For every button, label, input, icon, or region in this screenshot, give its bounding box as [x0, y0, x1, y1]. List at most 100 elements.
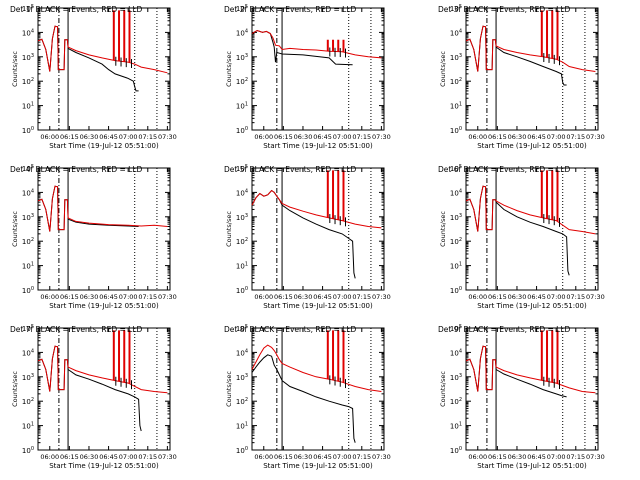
series-events-line [251, 354, 356, 443]
x-tick-label: 06:45 [313, 133, 332, 141]
y-tick-label: 104 [236, 348, 248, 357]
y-tick-label: 100 [450, 126, 462, 135]
y-tick-label: 104 [450, 28, 462, 37]
y-tick-label: 101 [236, 422, 248, 431]
x-tick-label: 07:00 [119, 453, 138, 461]
x-tick-label: 06:30 [80, 133, 99, 141]
x-tick-label: 06:00 [468, 133, 487, 141]
x-tick-label: 06:30 [294, 453, 313, 461]
plot-frame [251, 167, 385, 291]
y-tick-label: 100 [22, 126, 34, 135]
series-lld-line [251, 189, 382, 229]
y-tick-label: 103 [22, 213, 34, 222]
y-tick-label: 105 [22, 324, 34, 333]
x-axis-label: Start Time (19-Jul-12 05:51:00) [49, 142, 159, 150]
x-tick-label: 06:45 [313, 293, 332, 301]
y-axis-label: Counts/sec [439, 371, 447, 407]
x-tick-label: 06:15 [60, 133, 79, 141]
x-tick-label: 06:00 [468, 453, 487, 461]
series-lld-line [251, 344, 382, 392]
x-axis-label: Start Time (19-Jul-12 05:51:00) [49, 462, 159, 470]
plot-frame [37, 167, 171, 291]
x-tick-label: 06:45 [527, 293, 546, 301]
x-tick-label: 07:30 [372, 453, 391, 461]
x-tick-label: 07:00 [119, 133, 138, 141]
x-tick-label: 07:30 [158, 133, 177, 141]
y-axis-label: Counts/sec [225, 371, 233, 407]
x-tick-label: 07:00 [547, 453, 566, 461]
x-tick-label: 07:15 [566, 293, 585, 301]
y-tick-label: 105 [450, 164, 462, 173]
x-tick-label: 06:15 [488, 453, 507, 461]
y-tick-label: 104 [450, 348, 462, 357]
x-tick-label: 06:45 [527, 133, 546, 141]
plot-frame [465, 7, 599, 131]
y-tick-label: 102 [236, 397, 248, 406]
y-tick-label: 102 [450, 397, 462, 406]
y-axis-label: Counts/sec [11, 211, 19, 247]
x-tick-label: 06:00 [40, 293, 59, 301]
x-tick-label: 06:15 [60, 293, 79, 301]
x-tick-label: 06:00 [254, 453, 273, 461]
y-axis-label: Counts/sec [11, 371, 19, 407]
chart-title: Det 9f BLACK = Events, RED = LLD [438, 325, 571, 334]
series-lld-line [465, 185, 596, 235]
x-tick-label: 07:30 [586, 133, 605, 141]
chart-title: Det 2f BLACK = Events, RED = LLD [224, 5, 357, 14]
y-tick-label: 102 [22, 397, 34, 406]
y-tick-label: 100 [236, 126, 248, 135]
series-lld-line [37, 25, 168, 74]
x-tick-label: 07:00 [119, 293, 138, 301]
y-axis-label: Counts/sec [439, 51, 447, 87]
plot-frame [251, 7, 385, 131]
series-events-line [465, 185, 570, 276]
series-lld-line [37, 185, 168, 232]
y-tick-label: 101 [450, 422, 462, 431]
x-axis-label: Start Time (19-Jul-12 05:51:00) [263, 142, 373, 150]
x-tick-label: 06:45 [527, 453, 546, 461]
chart-title: Det 5f BLACK = Events, RED = LLD [224, 165, 357, 174]
x-tick-label: 06:30 [508, 133, 527, 141]
x-tick-label: 06:00 [254, 293, 273, 301]
plot-frame [251, 327, 385, 451]
x-tick-label: 07:30 [372, 293, 391, 301]
y-tick-label: 102 [450, 237, 462, 246]
y-axis-label: Counts/sec [225, 51, 233, 87]
x-tick-label: 06:30 [294, 133, 313, 141]
x-axis-label: Start Time (19-Jul-12 05:51:00) [477, 302, 587, 310]
y-tick-label: 103 [22, 373, 34, 382]
y-tick-label: 101 [22, 102, 34, 111]
series-events-line [37, 345, 142, 432]
x-tick-label: 06:30 [80, 293, 99, 301]
series-events-line [251, 189, 356, 279]
plot-frame [465, 327, 599, 451]
x-tick-label: 07:00 [333, 453, 352, 461]
y-tick-label: 100 [22, 446, 34, 455]
x-tick-label: 06:00 [468, 293, 487, 301]
chart-title: Det 7f BLACK = Events, RED = LLD [10, 325, 143, 334]
x-tick-label: 07:00 [547, 293, 566, 301]
y-tick-label: 103 [450, 373, 462, 382]
x-tick-label: 06:30 [508, 453, 527, 461]
y-tick-label: 101 [450, 262, 462, 271]
x-tick-label: 07:30 [586, 453, 605, 461]
x-axis-label: Start Time (19-Jul-12 05:51:00) [49, 302, 159, 310]
x-tick-label: 07:15 [352, 453, 371, 461]
x-tick-label: 07:15 [566, 133, 585, 141]
y-tick-label: 100 [236, 446, 248, 455]
x-tick-label: 07:30 [586, 293, 605, 301]
y-tick-label: 104 [450, 188, 462, 197]
y-tick-label: 105 [450, 324, 462, 333]
x-tick-label: 07:15 [138, 453, 157, 461]
x-tick-label: 07:30 [158, 293, 177, 301]
x-tick-label: 07:15 [138, 133, 157, 141]
x-tick-label: 06:15 [488, 293, 507, 301]
x-axis-label: Start Time (19-Jul-12 05:51:00) [263, 462, 373, 470]
x-tick-label: 07:30 [372, 133, 391, 141]
